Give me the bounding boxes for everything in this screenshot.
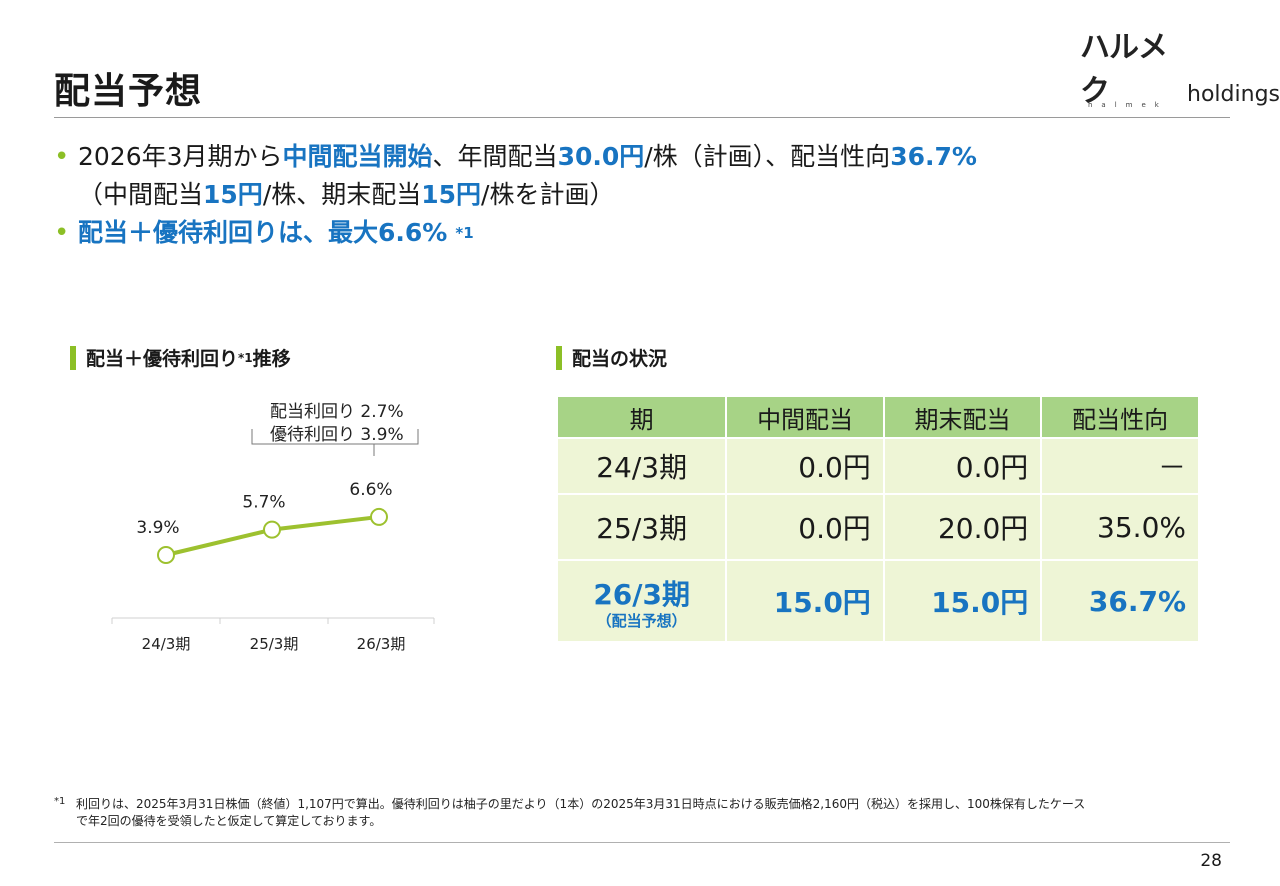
data-point [157, 546, 175, 564]
bullet-dot-icon: • [54, 218, 70, 248]
b1-mid2: /株（計画）、配当性向 [644, 142, 891, 171]
cell-yearend: 20.0円 [882, 493, 1043, 561]
b1l2-mid: /株、期末配当 [262, 180, 422, 209]
x-tick-label: 25/3期 [250, 635, 299, 653]
data-point [370, 507, 388, 526]
table-section-title: 配当の状況 [556, 344, 667, 371]
cell-interim: 0.0円 [725, 437, 885, 495]
bullet-2-text: 配当＋優待利回りは、最大6.6% [78, 218, 448, 247]
bullet-2-footnote-mark: *1 [455, 224, 474, 242]
col-header-interim: 中間配当 [725, 395, 885, 439]
summary-bullets: • 2026年3月期から中間配当開始、年間配当30.0円/株（計画）、配当性向3… [54, 138, 1234, 252]
logo-subtext: halmek [1088, 101, 1168, 109]
b1-em-annual: 30.0円 [557, 142, 645, 171]
x-tick-label: 24/3期 [142, 635, 191, 653]
cell-period-sub: （配当予想） [596, 612, 687, 630]
b1-em-interim-start: 中間配当開始 [282, 142, 433, 171]
logo-kana: ハルメク [1080, 30, 1168, 109]
cell-period-forecast: 26/3期 （配当予想） [555, 559, 728, 643]
footnote-line-2: で年2回の優待を受領したと仮定して算定しております。 [76, 814, 382, 828]
x-tick-label: 26/3期 [357, 635, 406, 653]
data-label: 3.9% [136, 518, 179, 538]
cell-payout: － [1040, 437, 1200, 495]
b1l2-pre: （中間配当 [78, 180, 204, 209]
cell-period-main: 26/3期 [593, 578, 690, 611]
b1-em-payout: 36.7% [890, 142, 977, 171]
title-divider [54, 117, 1230, 118]
annotation-bracket [251, 429, 419, 445]
page-number: 28 [1200, 851, 1222, 871]
col-header-period: 期 [555, 395, 728, 439]
bullet-1-line-2: （中間配当15円/株、期末配当15円/株を計画） [54, 176, 1234, 214]
table-row: 24/3期 0.0円 0.0円 － [555, 437, 1200, 495]
footnote: *1 利回りは、2025年3月31日株価（終値）1,107円で算出。優待利回りは… [54, 796, 1234, 830]
col-header-payout: 配当性向 [1040, 395, 1200, 439]
cell-payout: 36.7% [1040, 559, 1200, 643]
table-row: 25/3期 0.0円 20.0円 35.0% [555, 493, 1200, 561]
b1-pre: 2026年3月期から [78, 142, 283, 171]
chart-section-title: 配当＋優待利回り *1 推移 [70, 344, 291, 371]
chart-section-title-post: 推移 [252, 348, 291, 370]
section-bar-icon [70, 345, 76, 370]
annotation-text: 優待利回り 3.9% [270, 425, 404, 445]
footer-divider [54, 842, 1230, 843]
bullet-1: • 2026年3月期から中間配当開始、年間配当30.0円/株（計画）、配当性向3… [54, 138, 1234, 176]
page-title: 配当予想 [54, 71, 203, 112]
cell-yearend: 15.0円 [882, 559, 1043, 643]
yield-chart-svg: 3.9% 24/3期 5.7% 25/3期 6.6% 26/3期 配当利回り 2.7% 優待利… [111, 402, 435, 653]
bullet-2: • 配当＋優待利回りは、最大6.6% *1 [54, 214, 1234, 252]
data-point [263, 520, 281, 539]
b1l2-em-interim: 15円 [203, 180, 263, 209]
yield-line-chart: 3.9% 24/3期 5.7% 25/3期 6.6% 26/3期 配当利回り 2.7% 優待利… [70, 380, 470, 680]
footnote-mark: *1 [54, 796, 66, 807]
table-section-title-text: 配当の状況 [572, 348, 668, 370]
dividend-table: 期 中間配当 期末配当 配当性向 24/3期 0.0円 0.0円 － 25/3期… [555, 395, 1200, 643]
b1l2-em-yearend: 15円 [421, 180, 482, 209]
cell-period: 25/3期 [555, 493, 728, 561]
cell-yearend: 0.0円 [882, 437, 1043, 495]
logo-word: holdings [1187, 82, 1280, 107]
col-header-yearend: 期末配当 [882, 395, 1043, 439]
cell-payout: 35.0% [1040, 493, 1200, 561]
footnote-line-1: 利回りは、2025年3月31日株価（終値）1,107円で算出。優待利回りは柚子の… [76, 797, 1086, 811]
cell-interim: 15.0円 [725, 559, 885, 643]
section-bar-icon [556, 345, 562, 370]
chart-section-title-sup: *1 [238, 350, 253, 365]
table-row-forecast: 26/3期 （配当予想） 15.0円 15.0円 36.7% [555, 559, 1200, 643]
bullet-1-text: 2026年3月期から中間配当開始、年間配当30.0円/株（計画）、配当性向36.… [78, 138, 977, 176]
data-label: 5.7% [242, 493, 285, 513]
company-logo: ハルメク holdings [1080, 30, 1280, 110]
b1l2-post: /株を計画） [481, 180, 615, 209]
chart-section-title-text: 配当＋優待利回り [86, 348, 239, 370]
bullet-dot-icon: • [54, 142, 70, 172]
cell-period: 24/3期 [555, 437, 728, 495]
data-label: 6.6% [349, 480, 392, 500]
annotation-text: 配当利回り 2.7% [270, 402, 404, 422]
cell-interim: 0.0円 [725, 493, 885, 561]
b1-mid1: 、年間配当 [432, 142, 558, 171]
table-header-row: 期 中間配当 期末配当 配当性向 [555, 395, 1200, 439]
